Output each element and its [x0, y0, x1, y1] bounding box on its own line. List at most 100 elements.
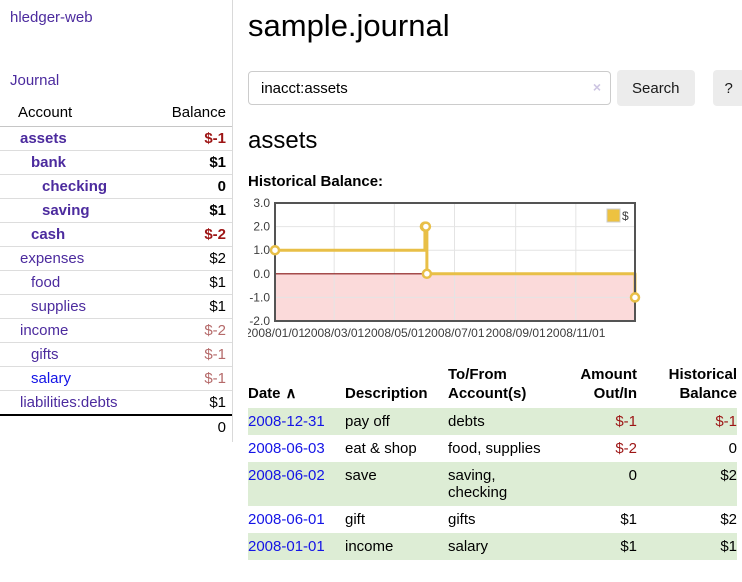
transaction-description: pay off [345, 413, 390, 430]
account-row: supplies $1 [0, 294, 232, 319]
transaction-balance: 0 [728, 440, 737, 457]
register-header-date[interactable]: Date ∧ [248, 385, 297, 402]
account-balance: $1 [153, 150, 232, 175]
account-balance: $-1 [153, 342, 232, 367]
help-button[interactable]: ? [712, 70, 742, 106]
register-header-row: Date ∧ Description To/From Account(s) Amo… [248, 363, 737, 408]
sidebar-account-link[interactable]: income [20, 322, 69, 339]
account-balance: $1 [153, 198, 232, 223]
sidebar-account-link[interactable]: supplies [31, 298, 87, 315]
transaction-amount: $-1 [615, 413, 637, 430]
sidebar-account-link[interactable]: expenses [20, 250, 85, 267]
register-header-balance: Historical Balance [668, 366, 737, 402]
account-row: cash $-2 [0, 222, 232, 247]
account-balance: 0 [153, 174, 232, 199]
svg-text:$: $ [622, 209, 629, 223]
transaction-date-link[interactable]: 2008-06-03 [248, 440, 325, 457]
transaction-date-link[interactable]: 2008-06-02 [248, 467, 325, 484]
clear-search-icon[interactable]: × [592, 79, 601, 95]
account-balance: $1 [153, 270, 232, 295]
account-heading: assets [248, 127, 318, 154]
accounts-table: Account Balance assets $-1 bank $1 checking 0… [0, 102, 232, 439]
register-table: Date ∧ Description To/From Account(s) Amo… [248, 363, 737, 560]
accounts-table-header: Account Balance [0, 102, 232, 127]
sidebar-account-link[interactable]: bank [31, 154, 67, 171]
page-title: sample.journal [248, 8, 450, 43]
y-tick-label: 1.0 [253, 243, 270, 257]
data-point [421, 268, 433, 280]
transaction-row: 2008-06-02 save saving, checking 0 $2 [248, 462, 737, 506]
y-tick-label: 0.0 [253, 267, 270, 281]
account-balance: $-1 [153, 126, 232, 151]
account-row: assets $-1 [0, 126, 232, 151]
transaction-accounts: saving, checking [448, 467, 508, 501]
account-balance: $-2 [153, 222, 232, 247]
account-row: checking 0 [0, 174, 232, 199]
transaction-amount: $-2 [615, 440, 637, 457]
y-tick-label: 3.0 [253, 197, 270, 210]
account-balance: $-1 [153, 366, 232, 391]
x-tick-label: 2008/09/01 [486, 326, 546, 340]
transaction-description: save [345, 467, 377, 484]
account-row: saving $1 [0, 198, 232, 223]
transaction-accounts: salary [448, 538, 489, 555]
search-input[interactable] [248, 71, 611, 105]
transaction-row: 2008-12-31 pay off debts $-1 $-1 [248, 408, 737, 435]
sidebar-account-link[interactable]: cash [31, 226, 66, 243]
transaction-row: 2008-06-01 gift gifts $1 $2 [248, 506, 737, 533]
app-window: hledger-web Journal Account Balance asse… [0, 0, 742, 560]
sort-asc-icon: ∧ [285, 385, 297, 402]
account-row: expenses $2 [0, 246, 232, 271]
account-row: salary $-1 [0, 366, 232, 391]
transaction-accounts: debts [448, 413, 485, 430]
transaction-balance: $1 [720, 538, 737, 555]
register-header-accounts: To/From Account(s) [448, 366, 527, 402]
sidebar-item-journal[interactable]: Journal [10, 72, 60, 89]
x-tick-label: 2008/03/01 [304, 326, 364, 340]
account-balance: $1 [153, 294, 232, 319]
transaction-date-link[interactable]: 2008-01-01 [248, 538, 325, 555]
transaction-amount: $1 [620, 511, 637, 528]
x-tick-label: 2008/05/01 [364, 326, 424, 340]
account-balance: $-2 [153, 318, 232, 343]
x-tick-label: 2008/11/01 [546, 326, 605, 340]
search-button[interactable]: Search [617, 70, 695, 106]
sidebar-account-link[interactable]: food [31, 274, 61, 291]
transaction-balance: $2 [720, 467, 737, 484]
transaction-description: income [345, 538, 394, 555]
transaction-balance: $-1 [715, 413, 737, 430]
transaction-date-link[interactable]: 2008-12-31 [248, 413, 325, 430]
account-balance: $1 [153, 390, 232, 416]
account-row: gifts $-1 [0, 342, 232, 367]
data-point [420, 221, 432, 232]
transaction-date-link[interactable]: 2008-06-01 [248, 511, 325, 528]
app-title-link[interactable]: hledger-web [10, 9, 93, 26]
search-form: × Search ? [248, 70, 742, 106]
y-tick-label: -2.0 [249, 314, 270, 328]
sidebar-account-link[interactable]: assets [20, 130, 67, 147]
data-point [269, 244, 281, 256]
plot-border [274, 202, 636, 322]
register-header-description: Description [345, 385, 428, 402]
sidebar: hledger-web Journal Account Balance asse… [0, 0, 233, 442]
data-point [629, 292, 641, 303]
transaction-amount: 0 [628, 467, 637, 484]
transaction-description: gift [345, 511, 366, 528]
x-tick-label: 2008/01/01 [248, 326, 305, 340]
transaction-row: 2008-01-01 income salary $1 $1 [248, 533, 737, 560]
account-row: income $-2 [0, 318, 232, 343]
accounts-header-account: Account [0, 102, 154, 127]
sidebar-account-link[interactable]: checking [42, 178, 108, 195]
sidebar-account-link[interactable]: saving [42, 202, 90, 219]
sidebar-account-link[interactable]: liabilities:debts [20, 394, 118, 411]
y-tick-label: 2.0 [253, 220, 270, 234]
accounts-header-balance: Balance [153, 102, 232, 127]
sidebar-account-link[interactable]: gifts [31, 346, 59, 363]
register-header-amount: Amount Out/In [580, 366, 637, 402]
historical-balance-chart: $3.0 2.0 1.0 0.0 -1.0 -2.0 2008/01/01 2008/03/0… [245, 196, 742, 347]
sidebar-account-link[interactable]: salary [31, 370, 72, 387]
accounts-total-row: 0 [0, 414, 232, 439]
account-balance: $2 [153, 246, 232, 271]
account-row: liabilities:debts $1 [0, 390, 232, 416]
